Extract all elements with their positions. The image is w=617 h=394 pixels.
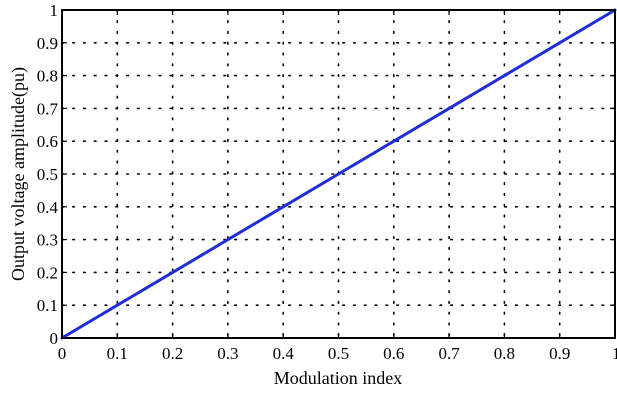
- x-tick-label: 0: [58, 344, 67, 363]
- y-tick-label: 1: [50, 1, 59, 20]
- y-tick-label: 0.6: [37, 132, 58, 151]
- y-tick-label: 0.7: [37, 99, 59, 118]
- y-tick-label: 0: [50, 329, 59, 348]
- series-line: [60, 8, 617, 340]
- x-tick-label: 0.2: [162, 344, 183, 363]
- y-tick-label: 0.5: [37, 165, 58, 184]
- y-tick-label: 0.3: [37, 231, 58, 250]
- x-tick-label: 0.9: [549, 344, 570, 363]
- x-axis-label: Modulation index: [274, 368, 403, 388]
- series-layer: [60, 8, 617, 340]
- y-tick-label: 0.8: [37, 67, 58, 86]
- x-tick-label: 0.1: [107, 344, 128, 363]
- tick-labels: 0 0.1 0.2 0.3 0.4 0.5 0.6 0.7 0.8 0.9 1 0 0.1 0.2 0.3 0…: [37, 1, 617, 363]
- x-tick-label: 1: [612, 344, 617, 363]
- y-tick-label: 0.1: [37, 296, 58, 315]
- y-tick-label: 0.2: [37, 263, 58, 282]
- x-tick-label: 0.7: [438, 344, 460, 363]
- x-tick-label: 0.8: [494, 344, 515, 363]
- ticks: [61, 9, 616, 339]
- x-tick-label: 0.5: [328, 344, 349, 363]
- y-tick-label: 0.4: [37, 198, 59, 217]
- x-tick-label: 0.4: [273, 344, 295, 363]
- x-tick-label: 0.6: [383, 344, 404, 363]
- y-tick-label: 0.9: [37, 34, 58, 53]
- y-axis-label: Output voltage amplitude(pu): [8, 67, 29, 281]
- x-tick-label: 0.3: [217, 344, 238, 363]
